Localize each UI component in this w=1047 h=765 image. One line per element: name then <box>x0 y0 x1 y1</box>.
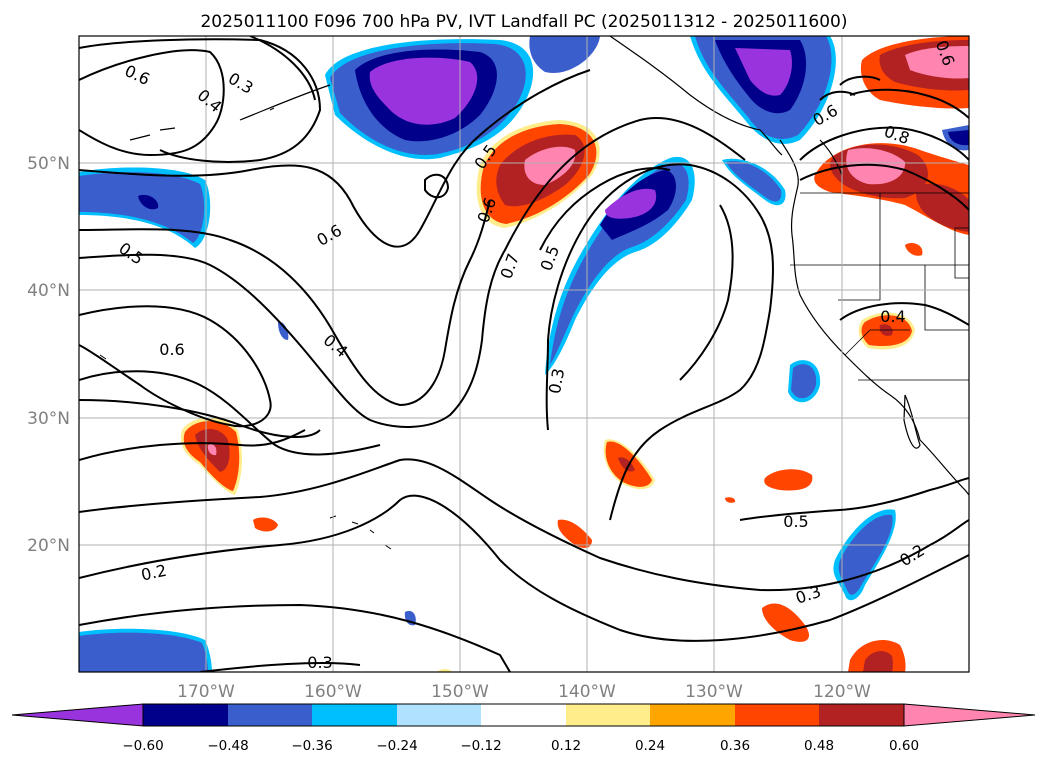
colorbar-tick-label: 0.60 <box>889 738 919 754</box>
colorbar-segment <box>228 704 312 726</box>
contour-label: 0.5 <box>783 512 808 531</box>
colorbar-segment <box>819 704 904 726</box>
longitude-labels: 170°W 160°W 150°W 140°W 130°W 120°W <box>177 682 871 702</box>
colorbar-tick-label: 0.24 <box>635 738 665 754</box>
lon-label: 140°W <box>558 682 616 702</box>
lat-label: 20°N <box>27 536 70 556</box>
colorbar-tick-label: 0.48 <box>804 738 834 754</box>
colorbar-segment <box>397 704 481 726</box>
lon-label: 130°W <box>685 682 743 702</box>
lon-label: 150°W <box>431 682 489 702</box>
colorbar: −0.60 −0.48 −0.36 −0.24 −0.12 0.12 0.24 … <box>12 704 1035 754</box>
colorbar-segment <box>312 704 397 726</box>
lon-label: 160°W <box>304 682 362 702</box>
colorbar-segment <box>566 704 650 726</box>
colorbar-tick-label: −0.48 <box>207 738 248 754</box>
colorbar-tick-label: 0.12 <box>551 738 581 754</box>
lat-label: 40°N <box>27 281 70 301</box>
colorbar-tick-label: −0.24 <box>376 738 417 754</box>
colorbar-tick-label: −0.36 <box>291 738 332 754</box>
colorbar-tick-label: −0.12 <box>460 738 501 754</box>
lat-label: 30°N <box>27 409 70 429</box>
colorbar-segment <box>481 704 566 726</box>
lon-label: 120°W <box>813 682 871 702</box>
lon-label: 170°W <box>177 682 235 702</box>
colorbar-segment <box>650 704 735 726</box>
colorbar-extend-min <box>12 704 143 726</box>
colorbar-segment <box>143 704 228 726</box>
contour-label: 0.4 <box>880 307 905 326</box>
latitude-labels: 50°N 40°N 30°N 20°N <box>27 154 70 556</box>
colorbar-tick-label: 0.36 <box>720 738 750 754</box>
contour-label: 0.6 <box>159 340 184 359</box>
lat-label: 50°N <box>27 154 70 174</box>
colorbar-segment <box>735 704 819 726</box>
contour-label: 0.3 <box>307 653 332 672</box>
colorbar-extend-max <box>904 704 1035 726</box>
map-title: 2025011100 F096 700 hPa PV, IVT Landfall… <box>200 12 847 32</box>
colorbar-tick-label: −0.60 <box>122 738 163 754</box>
